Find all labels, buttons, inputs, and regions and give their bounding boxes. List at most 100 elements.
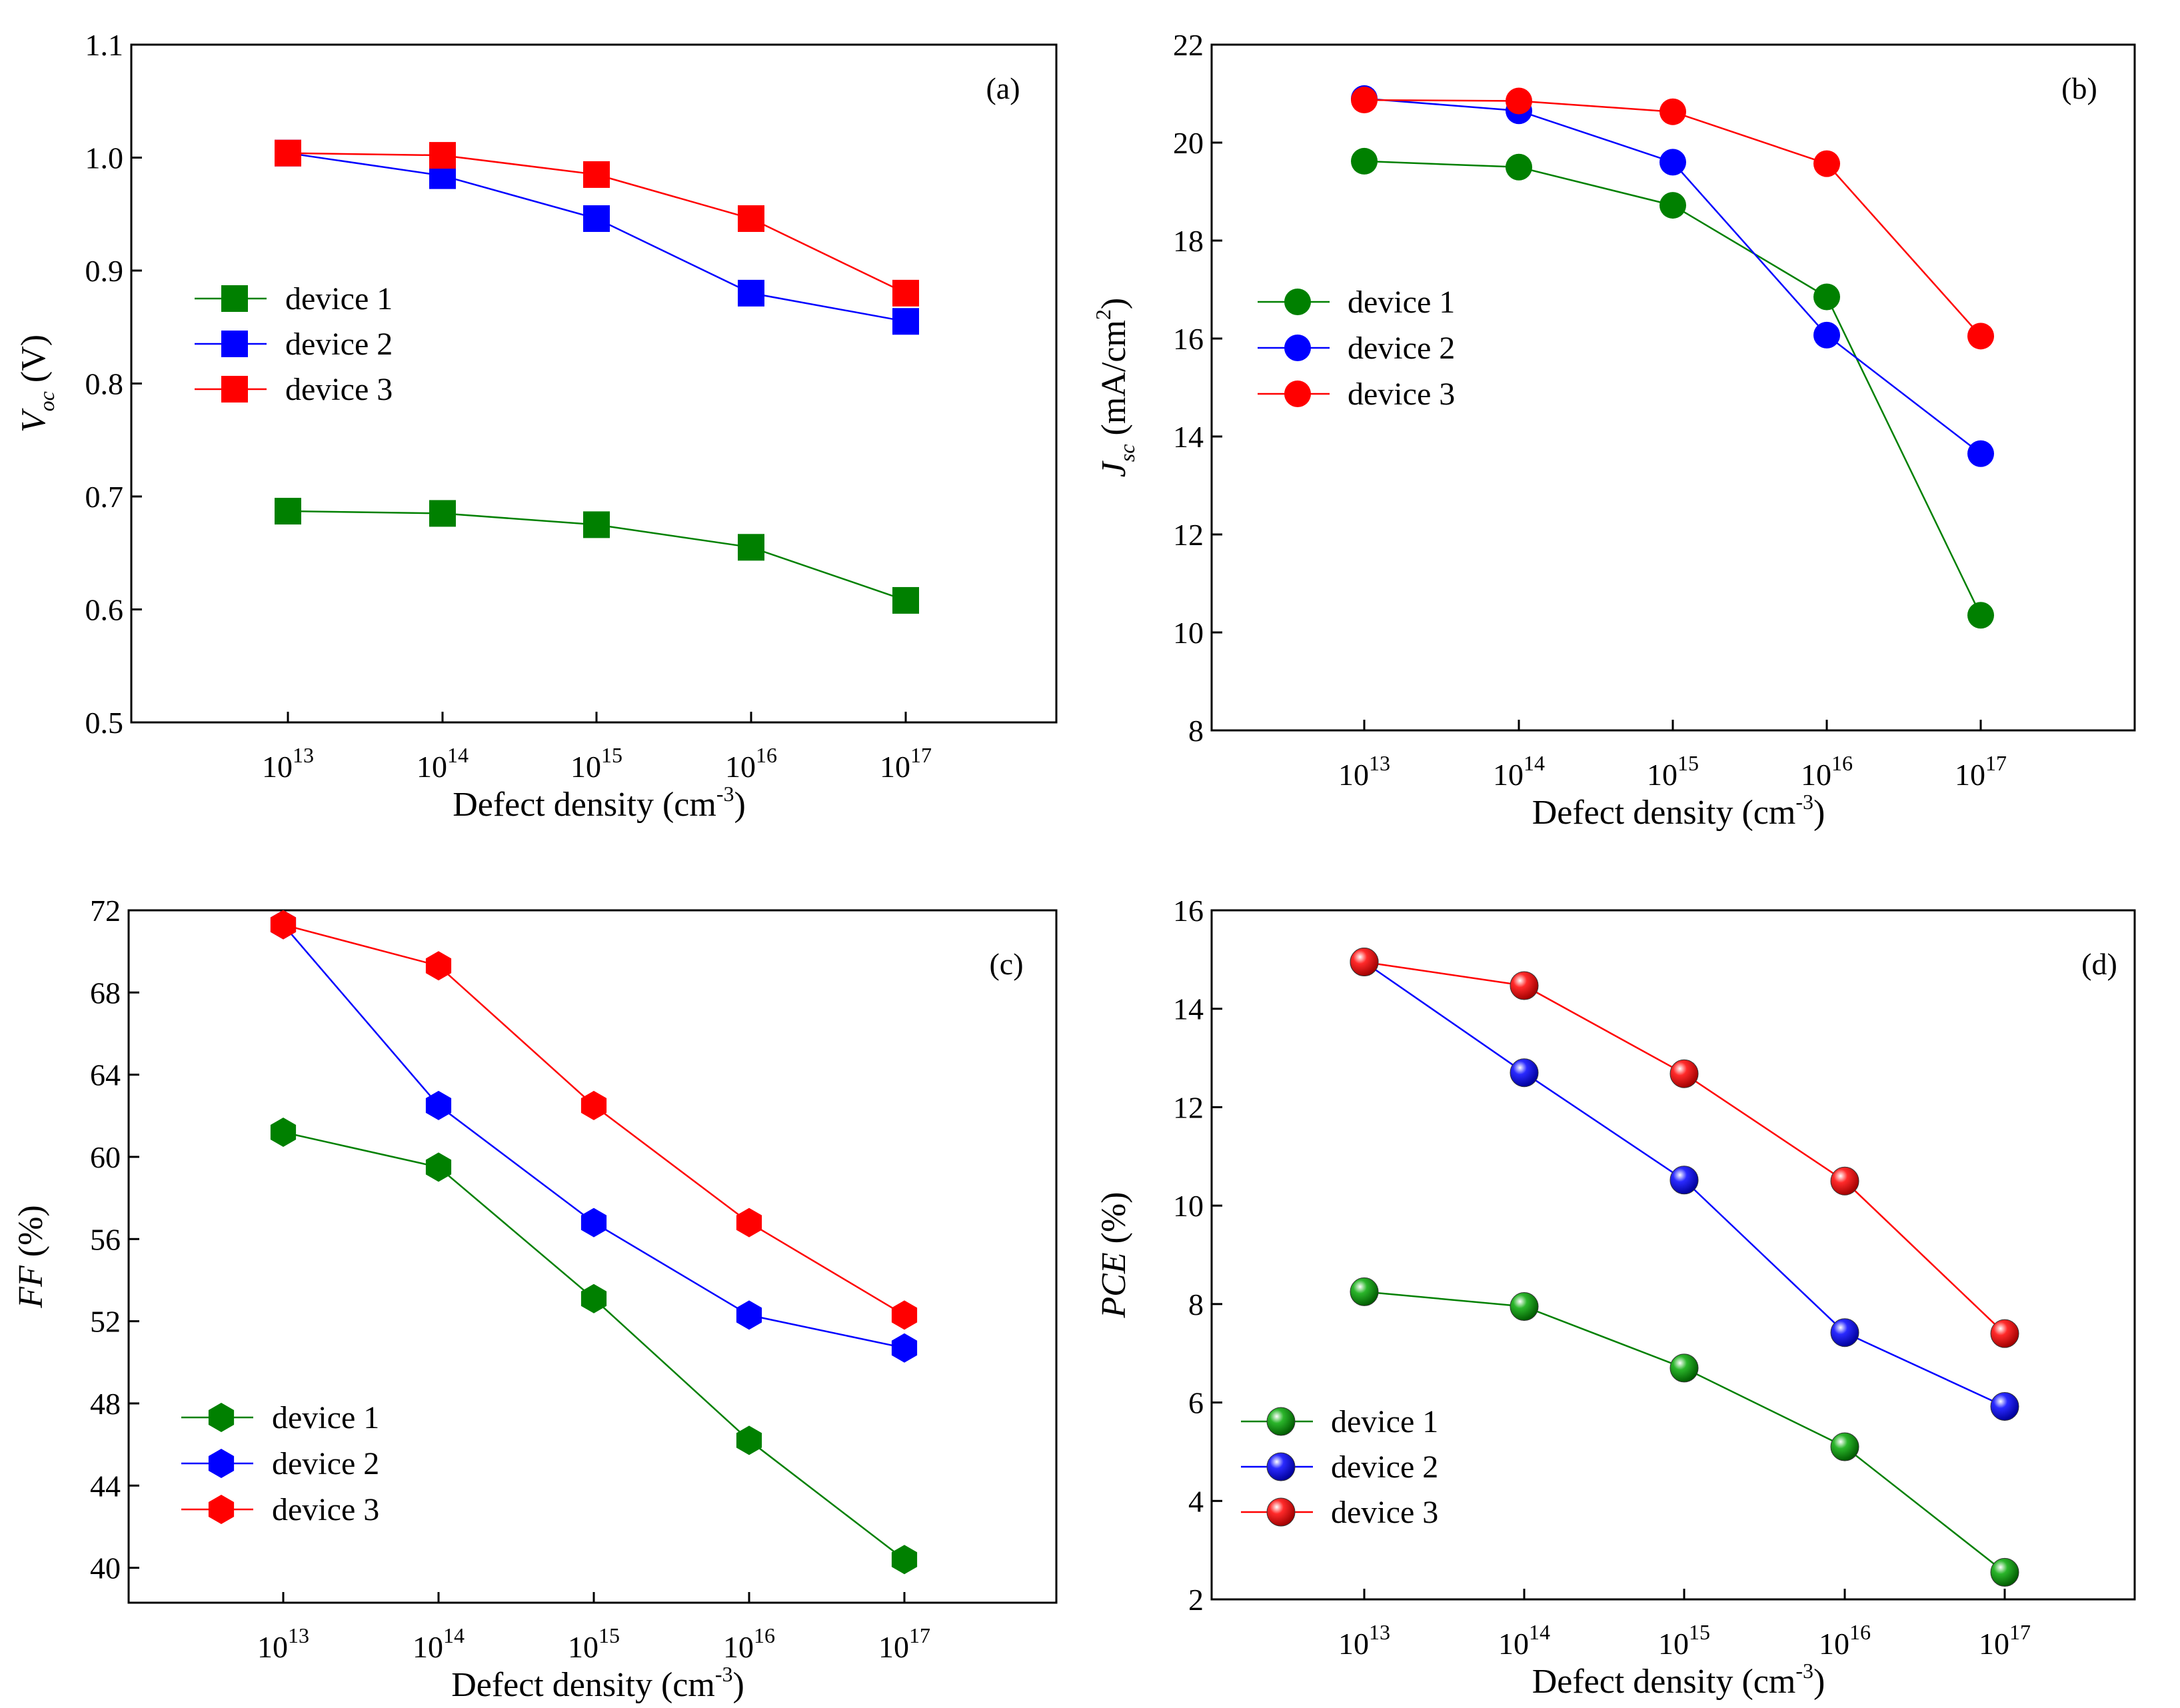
series-device-3 [1350, 948, 2019, 1348]
x-axis-title: Defect density (cm-3) [1532, 790, 1825, 832]
data-point [1967, 323, 1994, 350]
legend-marker [1266, 1407, 1296, 1436]
data-point [270, 1118, 297, 1147]
x-tick-label: 1015 [1658, 1620, 1710, 1661]
x-tick-base: 10 [1658, 1627, 1689, 1661]
data-point [429, 500, 456, 527]
legend-marker [1284, 289, 1311, 315]
y-tick-label: 0.8 [85, 367, 124, 401]
x-axis-title-exponent: -3 [715, 1662, 733, 1686]
data-point [580, 1208, 607, 1238]
y-axis-title: PCE (%) [1095, 1192, 1133, 1318]
x-tick-base: 10 [257, 1630, 288, 1664]
x-tick-base: 10 [570, 750, 601, 784]
data-point [1669, 1059, 1699, 1088]
x-tick-base: 10 [262, 750, 293, 784]
legend-entry: device 1 [195, 281, 393, 317]
y-tick-label: 56 [90, 1222, 121, 1256]
x-axis-title-exponent: -3 [1795, 1659, 1813, 1683]
x-axis-title-text: Defect density (cm [1532, 794, 1796, 832]
legend-entry: device 2 [1241, 1449, 1438, 1485]
series-line [1364, 961, 2005, 1335]
x-tick-exponent: 16 [756, 743, 777, 767]
x-tick-label: 1013 [262, 743, 314, 784]
x-tick-exponent: 15 [1677, 751, 1699, 775]
x-tick-label: 1016 [1819, 1620, 1871, 1661]
y-tick-label: 22 [1173, 28, 1204, 62]
legend-entry: device 2 [195, 327, 393, 362]
y-tick-label: 18 [1173, 224, 1204, 258]
series-device-3 [1351, 87, 1994, 350]
y-axis-title-unit: (%) [1095, 1192, 1133, 1252]
x-tick-base: 10 [1493, 758, 1524, 792]
x-tick-label: 1017 [1955, 751, 2007, 792]
y-tick-label: 4 [1188, 1484, 1204, 1518]
legend-marker [208, 1495, 235, 1524]
x-axis-title-exponent: -3 [1795, 790, 1813, 814]
series-device-1 [275, 498, 919, 614]
x-axis-title-close: ) [734, 786, 745, 824]
y-tick-label: 10 [1173, 616, 1204, 650]
legend-marker [1266, 1452, 1296, 1481]
series-line [1364, 160, 1982, 616]
y-tick-label: 48 [90, 1387, 121, 1421]
panel-label: (d) [2081, 947, 2117, 981]
data-point [1830, 1318, 1859, 1347]
x-tick-exponent: 15 [1689, 1620, 1710, 1644]
x-tick-base: 10 [417, 750, 447, 784]
x-tick-label: 1015 [570, 743, 622, 784]
data-point [738, 205, 764, 233]
legend-marker [208, 1449, 235, 1478]
x-tick-exponent: 17 [910, 743, 932, 767]
data-point [425, 1152, 452, 1182]
data-point [1506, 153, 1532, 181]
plot-frame [1210, 909, 2136, 1601]
data-point [425, 1090, 452, 1120]
y-tick-label: 60 [90, 1140, 121, 1174]
x-tick-base: 10 [1338, 1627, 1369, 1661]
data-point [1659, 192, 1686, 219]
y-tick-label: 12 [1173, 1090, 1204, 1124]
legend-entry: device 1 [1241, 1404, 1438, 1439]
x-tick-base: 10 [880, 750, 910, 784]
data-point [1510, 1292, 1539, 1321]
y-tick-label: 72 [90, 894, 121, 928]
series-device-1 [1350, 1277, 2019, 1587]
y-tick-label: 10 [1173, 1189, 1204, 1223]
x-tick-label: 1016 [1801, 751, 1853, 792]
y-axis-title-close: ) [1095, 298, 1133, 309]
x-axis-title-close: ) [1813, 1663, 1825, 1701]
y-axis-title: Voc (V) [15, 335, 59, 432]
panel-label: (b) [2061, 71, 2097, 105]
x-tick-label: 1014 [1493, 751, 1545, 792]
data-point [1506, 87, 1532, 115]
data-point [429, 142, 456, 169]
x-tick-exponent: 13 [288, 1623, 309, 1647]
y-tick-label: 1.0 [85, 141, 124, 175]
data-point [892, 308, 919, 335]
y-tick-label: 44 [90, 1469, 121, 1503]
x-tick-exponent: 16 [1849, 1620, 1871, 1644]
panel-label: (a) [986, 71, 1020, 105]
y-tick-label: 12 [1173, 518, 1204, 552]
x-tick-label: 1017 [878, 1623, 930, 1664]
y-tick-label: 14 [1173, 992, 1204, 1026]
data-point [738, 279, 764, 307]
x-tick-label: 1013 [1338, 751, 1390, 792]
series-device-2 [1350, 948, 2019, 1421]
y-tick-label: 40 [90, 1551, 121, 1585]
data-point [1813, 283, 1840, 311]
data-point [1830, 1166, 1859, 1196]
data-point [891, 1545, 918, 1575]
x-tick-base: 10 [1647, 758, 1677, 792]
y-axis-title-unit: (mA/cm [1095, 320, 1133, 444]
legend-marker [1284, 335, 1311, 361]
y-axis-title-symbol: PCE [1095, 1252, 1133, 1318]
legend-label: device 3 [285, 372, 393, 407]
x-tick-label: 1017 [1979, 1620, 2031, 1661]
y-tick-label: 16 [1173, 894, 1204, 928]
data-point [892, 279, 919, 307]
